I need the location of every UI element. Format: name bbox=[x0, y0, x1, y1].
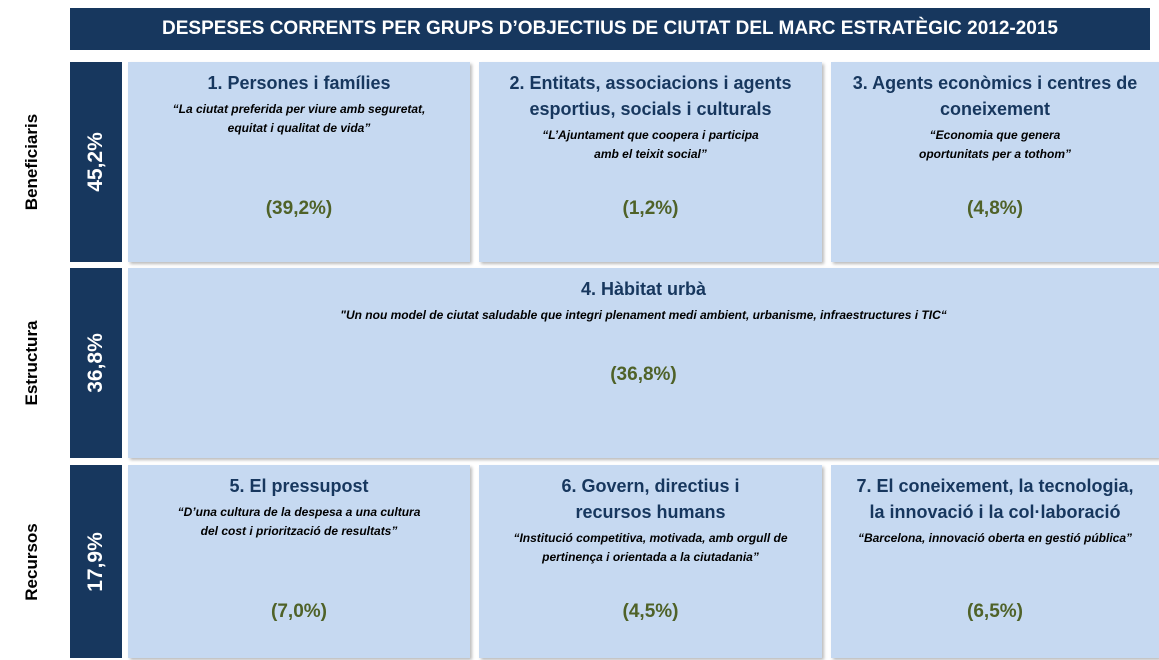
cell-title: 4. Hàbitat urbà bbox=[580, 279, 707, 299]
cell: 2. Entitats, associacions i agents esport… bbox=[479, 62, 822, 262]
cell-title: 7. El coneixement, la tecnologia, bbox=[856, 476, 1134, 496]
row-band bbox=[70, 62, 122, 262]
row-label: Recursos bbox=[22, 522, 41, 601]
cell-quote: “L’Ajuntament que coopera i participa bbox=[542, 128, 759, 142]
row-label: Estructura bbox=[22, 320, 41, 406]
cell: 7. El coneixement, la tecnologia, la inno… bbox=[831, 465, 1159, 658]
cell-quote: “D’una cultura de la despesa a una cultu… bbox=[177, 505, 421, 519]
row-share: 45,2% bbox=[84, 132, 107, 192]
row-band bbox=[70, 465, 122, 658]
cell-quote: oportunitats per a tothom” bbox=[919, 147, 1071, 161]
cell-share: (6,5%) bbox=[967, 601, 1023, 622]
cell-title: 3. Agents econòmics i centres de bbox=[852, 73, 1138, 93]
cell-share: (7,0%) bbox=[271, 601, 327, 622]
cell: 1. Persones i famílies “La ciutat preferi… bbox=[128, 62, 470, 262]
cell-quote: del cost i priorització de resultats” bbox=[200, 524, 398, 538]
cell-title: 5. El pressupost bbox=[229, 476, 369, 496]
cell: 3. Agents econòmics i centres de coneixem… bbox=[831, 62, 1159, 262]
cell-title: la innovació i la col·laboració bbox=[869, 502, 1121, 522]
cell-title: coneixement bbox=[939, 99, 1051, 119]
cell-quote: “La ciutat preferida per viure amb segur… bbox=[172, 102, 426, 116]
cell-quote: equitat i qualitat de vida” bbox=[227, 121, 371, 135]
cell: 4. Hàbitat urbà "Un nou model de ciutat s… bbox=[128, 268, 1159, 458]
cell-quote: “Institució competitiva, motivada, amb o… bbox=[513, 531, 788, 545]
row-share: 17,9% bbox=[84, 531, 107, 592]
cell-share: (39,2%) bbox=[265, 198, 333, 219]
cell: 6. Govern, directius i recursos humans “In… bbox=[479, 465, 822, 658]
cell-title: esportius, socials i culturals bbox=[529, 99, 772, 119]
cell-share: (4,8%) bbox=[967, 198, 1023, 219]
cell-quote: pertinença i orientada a la ciutadania” bbox=[542, 550, 759, 564]
cell-quote: “Barcelona, innovació oberta en gestió p… bbox=[857, 531, 1133, 545]
row-band bbox=[70, 268, 122, 458]
row-label: Beneficiaris bbox=[22, 113, 41, 211]
row-share: 36,8% bbox=[84, 333, 107, 393]
cell-share: (1,2%) bbox=[622, 198, 679, 219]
header-title: DESPESES CORRENTS PER GRUPS D’OBJECTIUS … bbox=[70, 8, 1150, 50]
cell-quote: amb el teixit social” bbox=[594, 147, 707, 161]
cell-title: 2. Entitats, associacions i agents bbox=[509, 73, 792, 93]
cell-quote: "Un nou model de ciutat saludable que in… bbox=[340, 308, 947, 322]
cell-share: (36,8%) bbox=[610, 364, 677, 385]
cell-title: 1. Persones i famílies bbox=[207, 73, 391, 93]
cell-title: recursos humans bbox=[575, 502, 726, 522]
cell-title: 6. Govern, directius i bbox=[561, 476, 740, 496]
cell-share: (4,5%) bbox=[622, 601, 679, 622]
cell-quote: “Economia que genera bbox=[929, 128, 1061, 142]
cell: 5. El pressupost “D’una cultura de la des… bbox=[128, 465, 470, 658]
